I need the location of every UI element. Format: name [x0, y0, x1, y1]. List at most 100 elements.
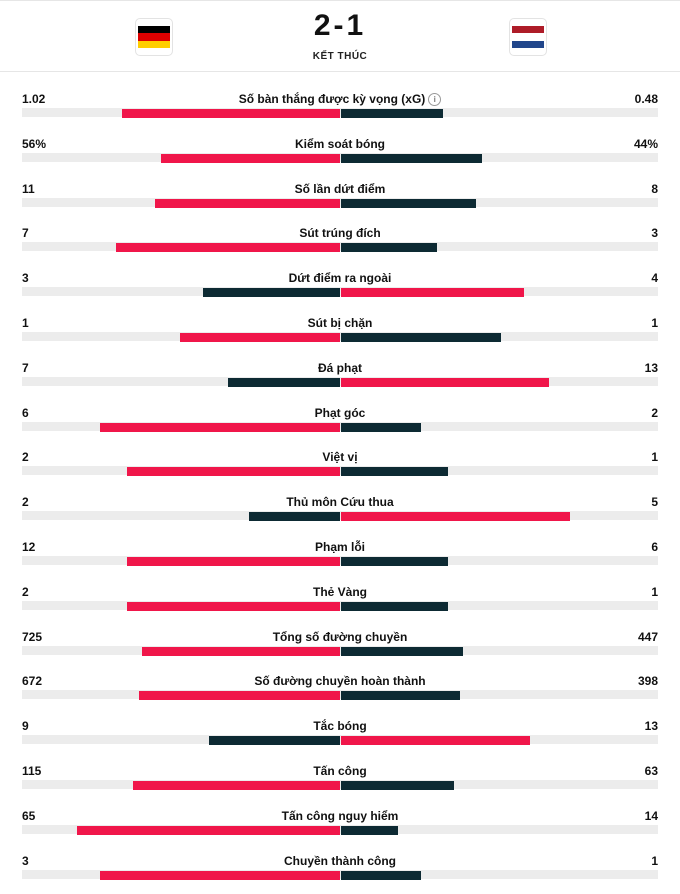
home-stat-value: 9 [22, 719, 29, 734]
stat-bar-track [22, 824, 658, 834]
stat-label-text: Số đường chuyền hoàn thành [254, 674, 426, 689]
stat-label-text: Kiểm soát bóng [294, 136, 385, 151]
info-icon[interactable]: i [428, 93, 442, 106]
away-stat-bar [341, 198, 476, 208]
away-team-flag[interactable] [509, 18, 547, 56]
netherlands-flag-icon [512, 26, 544, 48]
stat-row: 672 Số đường chuyền hoàn thành 398 [0, 670, 680, 714]
home-stat-bar [142, 646, 340, 656]
home-stat-value: 7 [22, 360, 29, 375]
away-stat-bar [341, 870, 421, 880]
away-stat-value: 14 [644, 808, 658, 823]
home-stat-value: 12 [22, 540, 36, 554]
stat-label: Số bàn thắng được kỳ vọng (xG) i [0, 92, 680, 106]
away-stat-bar [341, 601, 448, 611]
home-stat-bar [202, 288, 340, 298]
stat-row: 2 Thủ môn Cứu thua 5 [0, 491, 680, 535]
home-stat-value: 1 [22, 316, 29, 330]
away-stat-value: 6 [651, 540, 658, 554]
away-stat-value: 1 [651, 450, 658, 465]
stat-row: 56% Kiểm soát bóng 44% [0, 133, 680, 177]
away-stat-value: 44% [633, 136, 658, 151]
home-stat-value: 725 [22, 629, 43, 644]
stat-bar-track [22, 556, 658, 565]
stat-label: Sút bị chặn [0, 316, 680, 330]
stat-bar-track [22, 869, 658, 879]
away-stat-bar [341, 646, 464, 656]
away-stat-bar [341, 691, 461, 701]
away-stat-bar [341, 422, 421, 432]
stat-row: 7 Sút trúng đích 3 [0, 222, 680, 266]
away-stat-bar [341, 512, 570, 522]
stat-label-text: Phạm lỗi [314, 540, 365, 554]
home-stat-bar [160, 153, 340, 163]
stat-label: Thẻ Vàng [0, 585, 680, 599]
home-stat-value: 65 [22, 808, 36, 823]
away-stat-bar [341, 557, 448, 566]
away-stat-bar [341, 377, 549, 387]
stat-label-text: Tấn công nguy hiểm [281, 808, 399, 823]
home-stat-bar [126, 601, 340, 611]
stat-label: Dứt điểm ra ngoài [0, 271, 680, 285]
home-stat-value: 6 [22, 405, 29, 420]
match-header: 2-1 KẾT THÚC [0, 0, 680, 72]
home-stat-value: 1.02 [22, 92, 46, 106]
away-stat-value: 1 [651, 853, 658, 868]
away-stat-value: 63 [644, 764, 658, 778]
home-stat-bar [116, 243, 340, 253]
stat-bar-track [22, 108, 658, 117]
away-stat-value: 4 [651, 271, 658, 286]
away-stat-value: 13 [644, 360, 658, 375]
stat-label-text: Phạt góc [314, 405, 366, 420]
stat-label-text: Số bàn thắng được kỳ vọng (xG) [238, 92, 426, 106]
away-stat-value: 1 [651, 316, 658, 330]
home-stat-value: 115 [22, 764, 42, 778]
stat-label: Tắc bóng [0, 719, 680, 733]
stat-row: 115 Tấn công 63 [0, 760, 680, 804]
away-stat-bar [341, 288, 524, 298]
home-stat-bar [100, 870, 340, 880]
away-stat-bar [341, 825, 398, 835]
stat-row: 725 Tổng số đường chuyền 447 [0, 626, 680, 670]
away-stat-bar [341, 467, 448, 477]
stat-label: Thủ môn Cứu thua [0, 495, 680, 509]
away-stat-value: 447 [637, 629, 658, 644]
away-stat-value: 398 [637, 674, 658, 689]
stat-bar-track [22, 376, 658, 386]
stat-row: 1.02 Số bàn thắng được kỳ vọng (xG) i 0.48 [0, 88, 680, 132]
stat-row: 3 Chuyền thành công 1 [0, 850, 680, 894]
stat-label: Tấn công [0, 764, 680, 778]
home-stat-bar [154, 198, 340, 208]
stat-label-text: Tắc bóng [313, 719, 367, 734]
home-team-flag[interactable] [135, 18, 173, 56]
home-stat-bar [133, 781, 340, 790]
stat-row: 65 Tấn công nguy hiểm 14 [0, 805, 680, 849]
stat-label-text: Tấn công [313, 764, 367, 778]
away-stat-value: 5 [651, 495, 658, 510]
home-stat-value: 3 [22, 271, 29, 286]
stat-label: Chuyền thành công [0, 854, 680, 868]
stat-bar-track [22, 780, 658, 789]
stat-row: 3 Dứt điểm ra ngoài 4 [0, 267, 680, 311]
stat-label-text: Sút trúng đích [299, 226, 381, 241]
stat-label-text: Chuyền thành công [284, 853, 396, 868]
stat-label: Phạm lỗi [0, 540, 680, 554]
away-stat-value: 8 [651, 181, 658, 196]
home-stat-value: 56% [22, 136, 47, 151]
stat-bar-track [22, 332, 658, 341]
home-stat-value: 7 [22, 226, 29, 241]
away-stat-bar [341, 243, 437, 253]
stat-label: Phạt góc [0, 406, 680, 420]
stat-label: Kiểm soát bóng [0, 137, 680, 151]
home-stat-bar [228, 377, 340, 387]
stat-bar-track [22, 152, 658, 162]
stat-label-text: Thẻ Vàng [312, 584, 367, 599]
stat-bar-track [22, 645, 658, 655]
home-stat-bar [122, 109, 340, 118]
stat-bar-track [22, 466, 658, 476]
away-stat-value: 0.48 [634, 92, 658, 106]
stat-bar-track [22, 421, 658, 431]
stat-label-text: Sút bị chặn [307, 316, 373, 330]
home-stat-value: 3 [22, 853, 29, 868]
away-stat-bar [341, 109, 444, 118]
